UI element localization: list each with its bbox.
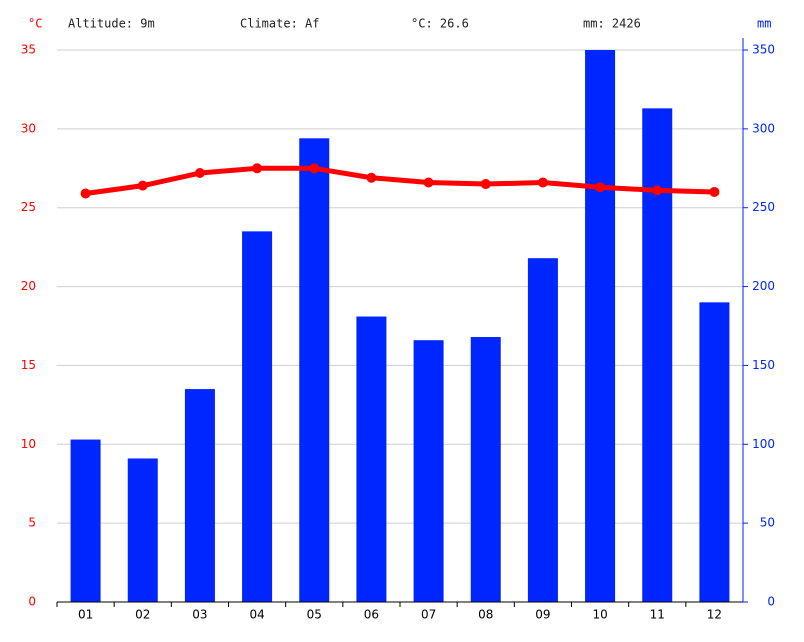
y-tick-label: 20 <box>21 279 36 293</box>
y2-tick-label: 350 <box>752 43 775 57</box>
y2-tick-label: 300 <box>752 121 775 135</box>
y2-tick-label: 150 <box>752 358 775 372</box>
annotation: mm: 2426 <box>583 17 641 31</box>
y-tick-label: 25 <box>21 200 36 214</box>
line-point <box>537 177 548 188</box>
x-tick-label: 07 <box>421 608 436 622</box>
bar <box>299 138 330 602</box>
line-point <box>80 188 91 199</box>
y-tick-label: 10 <box>21 437 36 451</box>
y-tick-label: 0 <box>28 595 36 609</box>
bar <box>527 258 558 602</box>
bar <box>413 340 444 602</box>
annotation: °C: 26.6 <box>411 17 469 31</box>
bar <box>470 337 501 602</box>
y2-tick-label: 100 <box>752 437 775 451</box>
y2-tick-label: 200 <box>752 279 775 293</box>
x-tick-label: 12 <box>707 608 722 622</box>
line-point <box>652 185 663 196</box>
y-tick-label: 5 <box>28 516 36 530</box>
line-point <box>194 168 205 179</box>
bar <box>70 439 101 602</box>
bar <box>356 316 387 602</box>
bar <box>642 108 673 603</box>
y2-tick-label: 0 <box>767 595 775 609</box>
line-point <box>480 179 491 190</box>
y2-tick-label: 250 <box>752 200 775 214</box>
y-tick-label: 35 <box>21 43 36 57</box>
x-tick-label: 09 <box>535 608 550 622</box>
y2-tick-label: 50 <box>760 516 775 530</box>
line-point <box>366 172 377 183</box>
bar <box>127 458 158 602</box>
bar <box>585 50 616 602</box>
y-tick-label: 15 <box>21 358 36 372</box>
x-tick-label: 03 <box>192 608 207 622</box>
bar <box>242 231 273 602</box>
y-tick-label: 30 <box>21 121 36 135</box>
bar <box>699 302 730 602</box>
line-point <box>137 180 148 191</box>
line-point <box>309 163 320 174</box>
bar <box>184 389 215 602</box>
line-point <box>252 163 263 174</box>
x-tick-label: 11 <box>650 608 665 622</box>
x-tick-label: 01 <box>78 608 93 622</box>
x-tick-label: 04 <box>249 608 264 622</box>
line-point <box>423 177 434 188</box>
y2-axis-label: mm <box>757 17 771 31</box>
x-tick-label: 05 <box>307 608 322 622</box>
line-point <box>709 186 720 197</box>
annotation: Climate: Af <box>240 17 319 31</box>
x-tick-label: 10 <box>592 608 607 622</box>
x-tick-label: 02 <box>135 608 150 622</box>
y-axis-label: °C <box>28 17 42 31</box>
line-point <box>595 182 606 193</box>
x-tick-label: 08 <box>478 608 493 622</box>
x-tick-label: 06 <box>364 608 379 622</box>
line <box>85 165 715 196</box>
annotation: Altitude: 9m <box>68 17 155 31</box>
